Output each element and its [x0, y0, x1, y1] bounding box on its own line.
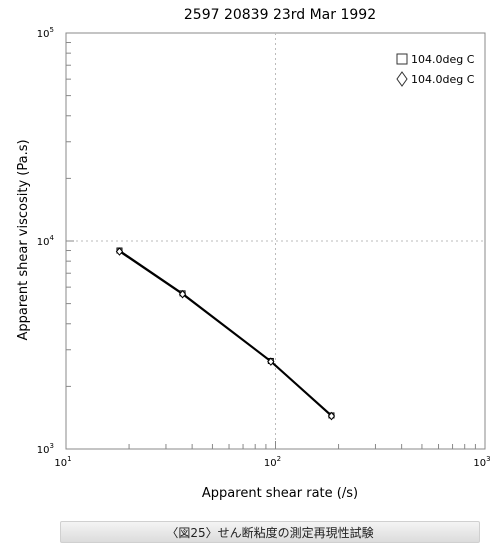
legend-label: 104.0deg C	[411, 73, 475, 86]
x-tick-exponent: 3	[486, 455, 490, 463]
x-tick-label: 102	[264, 455, 281, 469]
legend-diamond-icon	[396, 71, 408, 87]
x-tick-label: 103	[473, 455, 490, 469]
x-tick-exponent: 1	[67, 455, 71, 463]
chart: 2597 20839 23rd Mar 1992 101 102 103 10310…	[16, 7, 491, 501]
data-point-diamond	[115, 247, 124, 256]
y-tick-label: 103	[37, 442, 54, 456]
x-axis-label: Apparent shear rate (/s)	[202, 486, 358, 501]
y-axis-label: Apparent shear viscosity (Pa.s)	[16, 139, 31, 340]
series-line-1	[119, 249, 333, 416]
legend-square-icon	[396, 53, 408, 65]
y-tick-label: 105	[37, 26, 54, 40]
legend: 104.0deg C 104.0deg C	[396, 53, 475, 87]
x-axis-ticks: 101 102 103	[54, 441, 491, 469]
y-tick-exponent: 5	[50, 26, 54, 34]
x-tick-label: 101	[54, 455, 71, 469]
data-series	[115, 247, 336, 421]
data-point-diamond	[178, 289, 187, 299]
data-point-diamond	[267, 357, 275, 366]
data-point-diamond	[327, 411, 336, 421]
y-tick-label: 104	[37, 234, 55, 248]
x-tick-exponent: 2	[277, 455, 281, 463]
chart-title: 2597 20839 23rd Mar 1992	[184, 7, 376, 23]
legend-label: 104.0deg C	[411, 53, 475, 66]
y-tick-exponent: 4	[50, 234, 55, 242]
y-tick-exponent: 3	[50, 442, 54, 450]
grid-lines	[66, 33, 485, 449]
series-line-2	[119, 250, 333, 417]
figure-caption: 〈図25〉せん断粘度の測定再現性試験	[60, 521, 480, 543]
y-axis-ticks: 103 104 105	[37, 26, 74, 456]
